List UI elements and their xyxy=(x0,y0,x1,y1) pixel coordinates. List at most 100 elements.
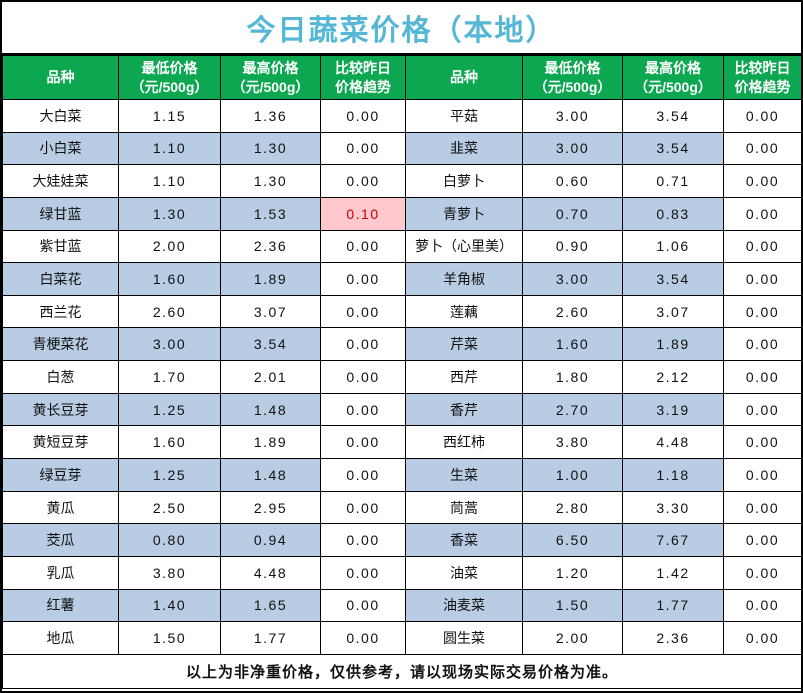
table-row: 黄瓜 2.50 2.95 0.00 茼蒿 2.80 3.30 0.00 xyxy=(2,490,801,525)
min-price-cell: 1.60 xyxy=(118,425,221,460)
min-price-cell: 1.15 xyxy=(118,99,221,133)
col-header-label: 品种 xyxy=(46,69,75,86)
variety-cell: 圆生菜 xyxy=(405,621,523,655)
table-row: 白葱 1.70 2.01 0.00 西芹 1.80 2.12 0.00 xyxy=(2,360,801,394)
max-price-cell: 1.77 xyxy=(622,588,724,623)
min-price-cell: 1.30 xyxy=(118,196,221,231)
min-price-cell: 1.50 xyxy=(522,588,623,623)
trend-cell: 0.00 xyxy=(320,458,406,492)
price-table: 品种 最低价格 （元/500g） 最高价格 （元/500g） 比较昨日 价格趋势 品种… xyxy=(2,55,801,689)
trend-cell: 0.00 xyxy=(320,523,406,557)
variety-cell: 绿豆芽 xyxy=(2,458,119,492)
col-header-label: 最高价格 xyxy=(645,60,701,77)
col-header-max-left: 最高价格 （元/500g） xyxy=(220,55,321,100)
trend-cell: 0.00 xyxy=(723,588,801,623)
trend-cell: 0.00 xyxy=(320,392,406,427)
col-header-label: 比较昨日 xyxy=(734,60,791,77)
trend-cell: 0.00 xyxy=(723,458,801,492)
variety-cell: 大娃娃菜 xyxy=(2,164,119,198)
trend-cell: 0.00 xyxy=(723,523,801,557)
max-price-cell: 3.07 xyxy=(220,294,321,329)
variety-cell: 青萝卜 xyxy=(405,196,523,231)
trend-cell: 0.00 xyxy=(320,99,406,133)
col-header-min-right: 最低价格 （元/500g） xyxy=(522,55,623,100)
col-header-trend-left: 比较昨日 价格趋势 xyxy=(320,55,406,100)
header-row: 品种 最低价格 （元/500g） 最高价格 （元/500g） 比较昨日 价格趋势 品种… xyxy=(2,55,801,100)
page-title: 今日蔬菜价格（本地） xyxy=(246,14,557,47)
max-price-cell: 3.54 xyxy=(622,99,724,133)
min-price-cell: 1.20 xyxy=(522,555,623,590)
max-price-cell: 1.77 xyxy=(220,621,321,655)
col-header-label: 价格趋势 xyxy=(734,78,791,95)
variety-cell: 茼蒿 xyxy=(405,490,523,525)
min-price-cell: 0.70 xyxy=(522,196,623,231)
col-header-variety-left: 品种 xyxy=(2,55,119,100)
trend-cell: 0.00 xyxy=(320,131,406,166)
trend-cell: 0.00 xyxy=(723,555,801,590)
min-price-cell: 2.70 xyxy=(522,392,623,427)
variety-cell: 生菜 xyxy=(405,458,523,492)
variety-cell: 韭菜 xyxy=(405,131,523,166)
min-price-cell: 3.80 xyxy=(522,425,623,460)
table-row: 紫甘蓝 2.00 2.36 0.00 萝卜（心里美） 0.90 1.06 0.00 xyxy=(2,229,801,264)
table-row: 黄长豆芽 1.25 1.48 0.00 香芹 2.70 3.19 0.00 xyxy=(2,392,801,427)
trend-cell: 0.00 xyxy=(723,490,801,525)
min-price-cell: 0.80 xyxy=(118,523,221,557)
trend-cell: 0.00 xyxy=(320,425,406,460)
trend-cell: 0.00 xyxy=(320,229,406,264)
min-price-cell: 1.25 xyxy=(118,458,221,492)
min-price-cell: 2.00 xyxy=(118,229,221,264)
table-row: 绿甘蓝 1.30 1.53 0.10 青萝卜 0.70 0.83 0.00 xyxy=(2,196,801,231)
min-price-cell: 3.00 xyxy=(522,262,623,296)
col-header-label: 价格趋势 xyxy=(335,78,391,95)
col-header-max-right: 最高价格 （元/500g） xyxy=(622,55,724,100)
trend-cell: 0.00 xyxy=(320,360,406,394)
trend-cell: 0.00 xyxy=(320,262,406,296)
col-header-trend-right: 比较昨日 价格趋势 xyxy=(723,55,801,100)
title-band: 今日蔬菜价格（本地） xyxy=(2,2,801,55)
max-price-cell: 1.48 xyxy=(220,458,321,492)
table-row: 乳瓜 3.80 4.48 0.00 油菜 1.20 1.42 0.00 xyxy=(2,555,801,590)
min-price-cell: 0.90 xyxy=(522,229,623,264)
max-price-cell: 3.19 xyxy=(622,392,724,427)
variety-cell: 黄长豆芽 xyxy=(2,392,119,427)
variety-cell: 西兰花 xyxy=(2,294,119,329)
variety-cell: 白菜花 xyxy=(2,262,119,296)
variety-cell: 莲藕 xyxy=(405,294,523,329)
variety-cell: 小白菜 xyxy=(2,131,119,166)
col-header-unit: （元/500g） xyxy=(231,78,310,95)
max-price-cell: 0.94 xyxy=(220,523,321,557)
col-header-label: 最低价格 xyxy=(141,60,198,77)
variety-cell: 白萝卜 xyxy=(405,164,523,198)
max-price-cell: 1.65 xyxy=(220,588,321,623)
max-price-cell: 2.36 xyxy=(220,229,321,264)
col-header-label: 品种 xyxy=(450,69,478,86)
trend-cell: 0.00 xyxy=(723,131,801,166)
trend-cell: 0.00 xyxy=(723,360,801,394)
max-price-cell: 1.53 xyxy=(220,196,321,231)
trend-cell: 0.00 xyxy=(723,425,801,460)
col-header-unit: （元/500g） xyxy=(533,78,612,95)
variety-cell: 红薯 xyxy=(2,588,119,623)
trend-cell: 0.00 xyxy=(723,294,801,329)
min-price-cell: 3.00 xyxy=(118,327,221,362)
min-price-cell: 1.80 xyxy=(522,360,623,394)
min-price-cell: 1.60 xyxy=(118,262,221,296)
max-price-cell: 1.89 xyxy=(220,425,321,460)
min-price-cell: 3.00 xyxy=(522,131,623,166)
table-row: 绿豆芽 1.25 1.48 0.00 生菜 1.00 1.18 0.00 xyxy=(2,458,801,492)
col-header-unit: （元/500g） xyxy=(634,78,712,95)
col-header-min-left: 最低价格 （元/500g） xyxy=(118,55,221,100)
max-price-cell: 0.83 xyxy=(622,196,724,231)
variety-cell: 羊角椒 xyxy=(405,262,523,296)
min-price-cell: 1.40 xyxy=(118,588,221,623)
table-row: 黄短豆芽 1.60 1.89 0.00 西红柿 3.80 4.48 0.00 xyxy=(2,425,801,460)
trend-cell: 0.00 xyxy=(723,229,801,264)
trend-cell: 0.00 xyxy=(723,262,801,296)
table-row: 西兰花 2.60 3.07 0.00 莲藕 2.60 3.07 0.00 xyxy=(2,294,801,329)
trend-cell: 0.00 xyxy=(320,327,406,362)
variety-cell: 西芹 xyxy=(405,360,523,394)
trend-cell: 0.00 xyxy=(723,621,801,655)
col-header-label: 最低价格 xyxy=(544,60,601,77)
min-price-cell: 6.50 xyxy=(522,523,623,557)
